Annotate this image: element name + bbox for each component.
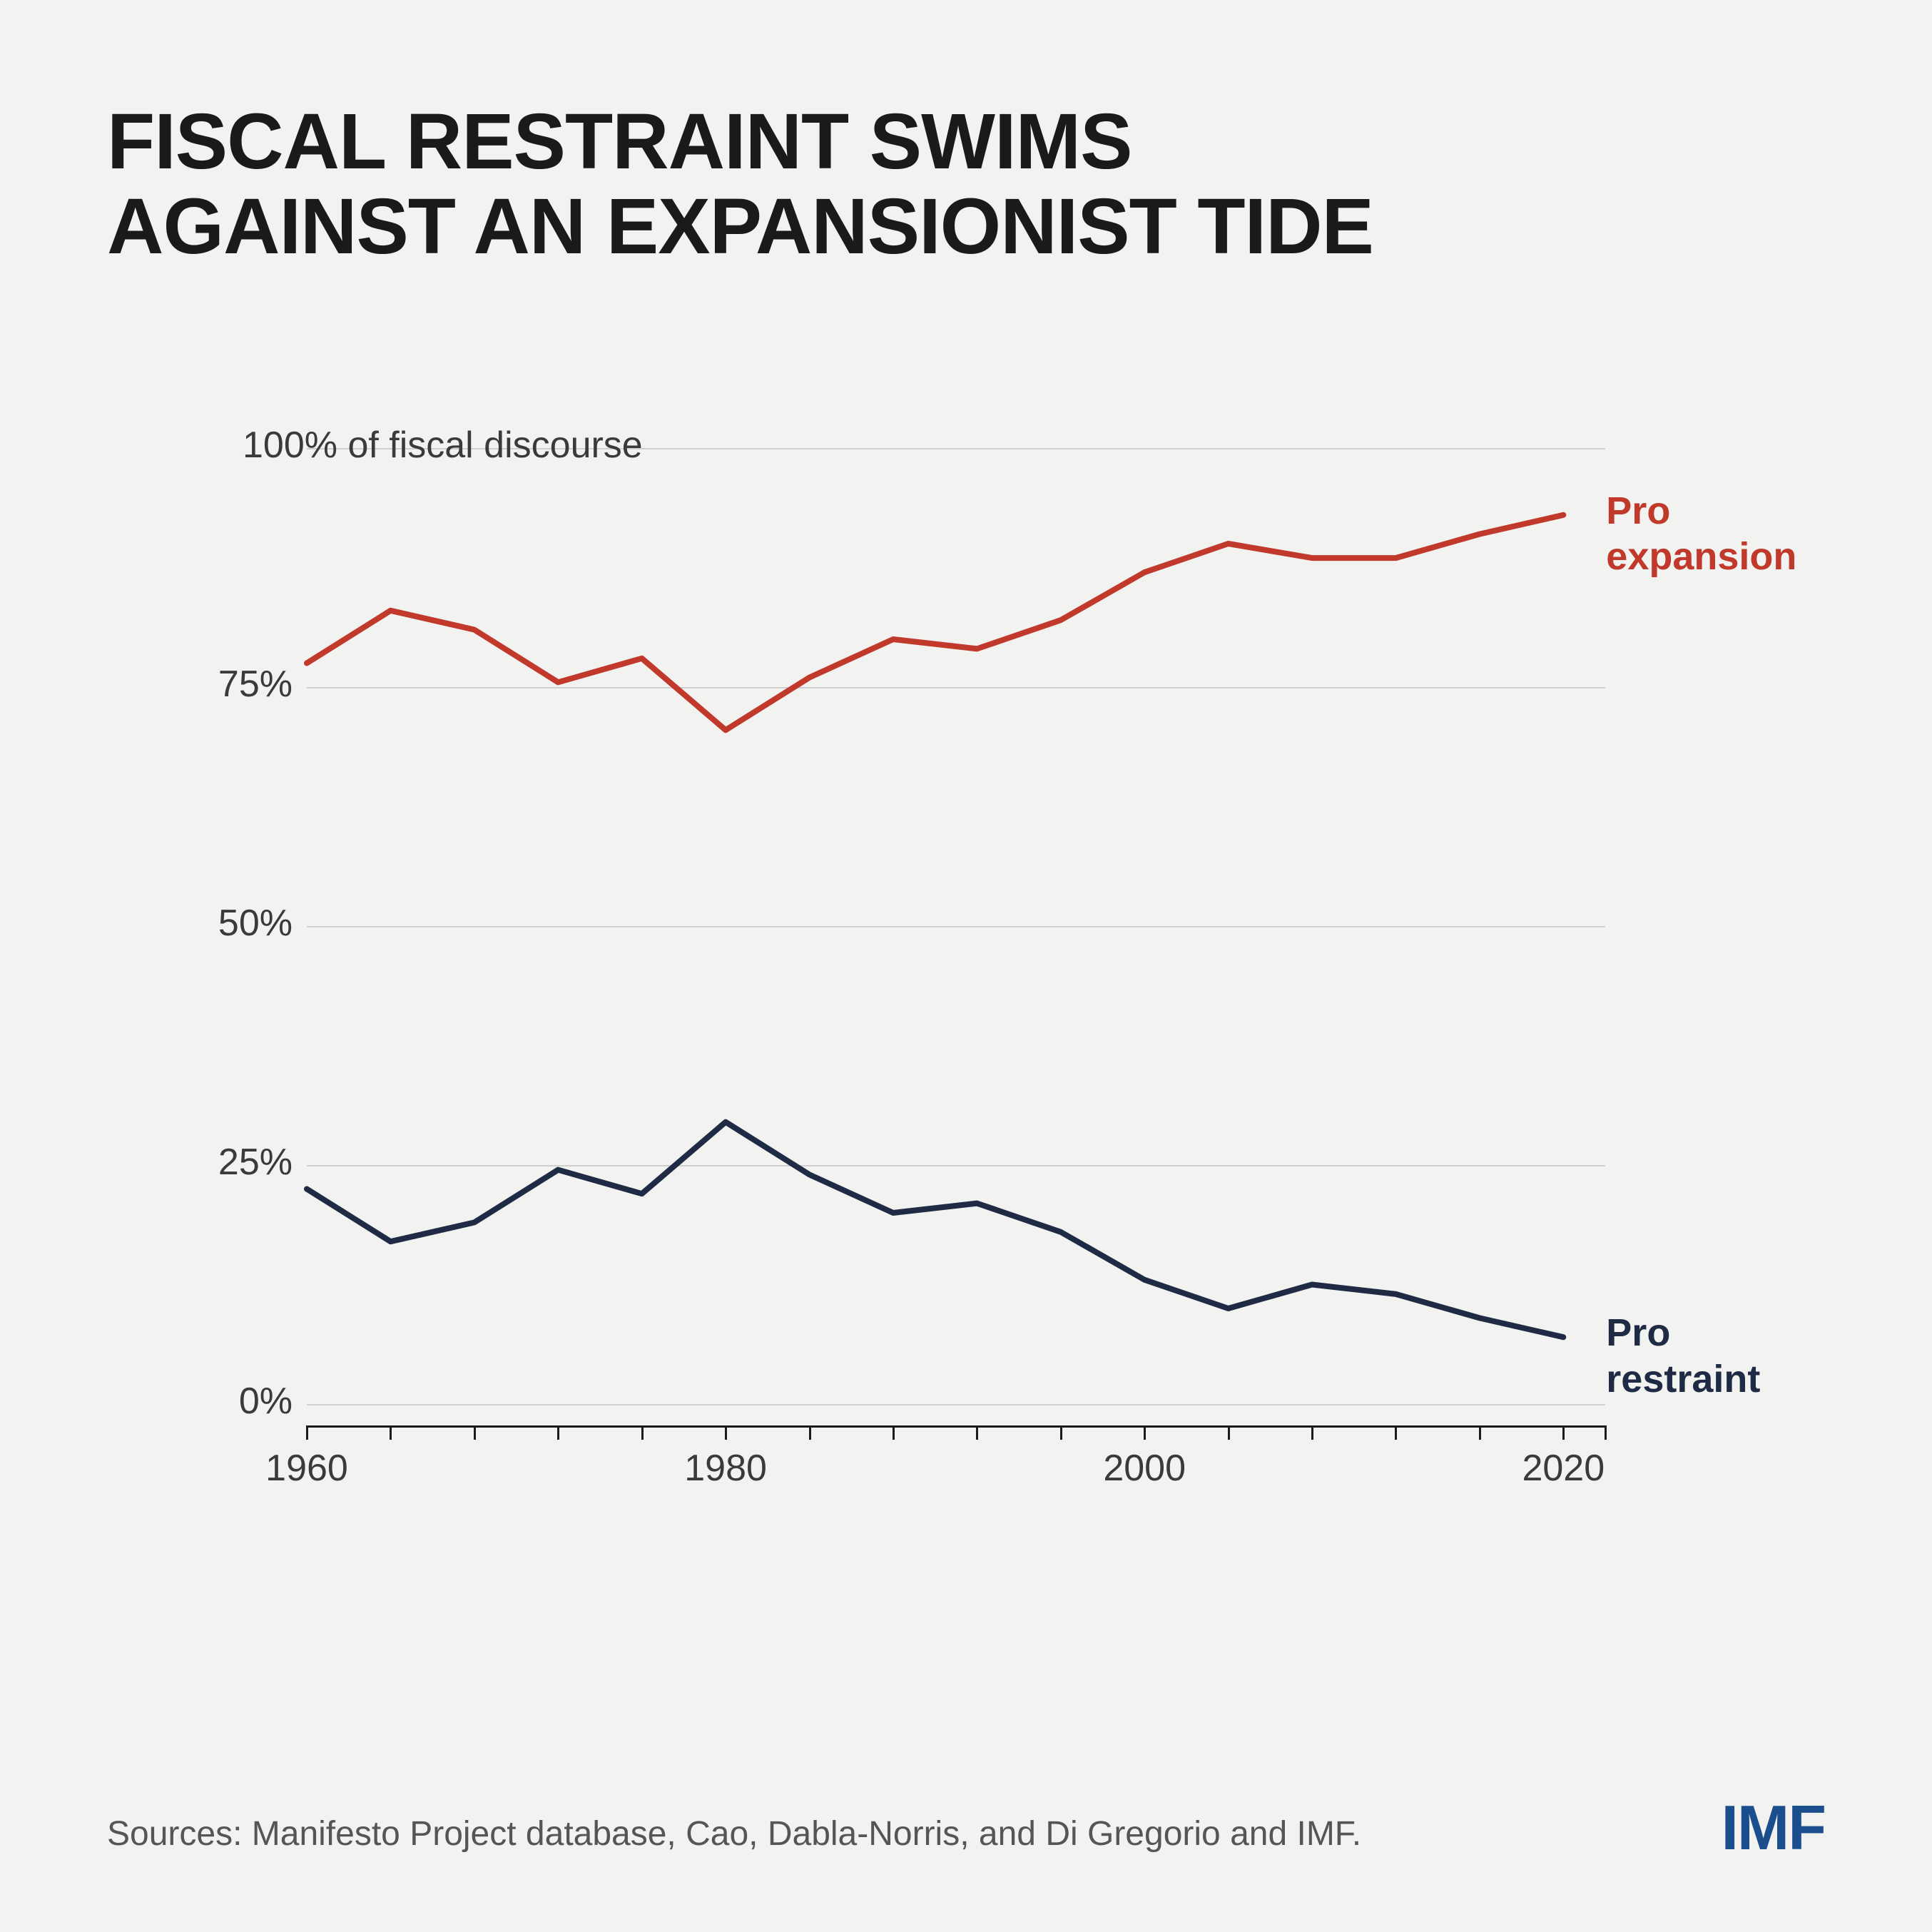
x-tick	[557, 1425, 559, 1440]
chart-container: FISCAL RESTRAINT SWIMS AGAINST AN EXPANS…	[0, 0, 1932, 1932]
imf-logo: IMF	[1721, 1791, 1825, 1864]
series-line	[307, 514, 1563, 730]
sources-text: Sources: Manifesto Project database, Cao…	[107, 1814, 1361, 1854]
x-tick	[1605, 1425, 1607, 1440]
x-tick	[641, 1425, 644, 1440]
chart-area: 100% of fiscal discourse75%50%25%0%19601…	[107, 412, 1825, 1554]
x-tick	[1060, 1425, 1062, 1440]
series-label-line1: Pro	[1606, 488, 1796, 534]
title-line-2: AGAINST AN EXPANSIONIST TIDE	[107, 183, 1373, 270]
x-tick	[893, 1425, 895, 1440]
series-label: Proexpansion	[1606, 488, 1796, 581]
series-label-line2: expansion	[1606, 534, 1796, 580]
x-axis-line	[307, 1425, 1605, 1428]
x-axis-label: 2020	[1492, 1447, 1634, 1490]
x-tick	[1562, 1425, 1565, 1440]
x-tick	[809, 1425, 811, 1440]
x-tick	[474, 1425, 476, 1440]
x-tick	[1395, 1425, 1397, 1440]
title-line-1: FISCAL RESTRAINT SWIMS	[107, 98, 1132, 185]
chart-title: FISCAL RESTRAINT SWIMS AGAINST AN EXPANS…	[107, 100, 1825, 270]
series-label-line2: restraint	[1606, 1356, 1760, 1403]
x-tick	[1311, 1425, 1313, 1440]
x-axis-label: 1960	[235, 1447, 378, 1490]
x-tick	[306, 1425, 308, 1440]
x-tick	[725, 1425, 727, 1440]
x-tick	[976, 1425, 978, 1440]
series-label: Prorestraint	[1606, 1310, 1760, 1403]
series-label-line1: Pro	[1606, 1310, 1760, 1356]
x-tick	[1479, 1425, 1481, 1440]
x-tick	[1144, 1425, 1146, 1440]
x-axis-label: 1980	[654, 1447, 797, 1490]
x-axis-label: 2000	[1073, 1447, 1216, 1490]
x-tick	[390, 1425, 392, 1440]
series-line	[307, 1122, 1563, 1337]
x-tick	[1228, 1425, 1230, 1440]
